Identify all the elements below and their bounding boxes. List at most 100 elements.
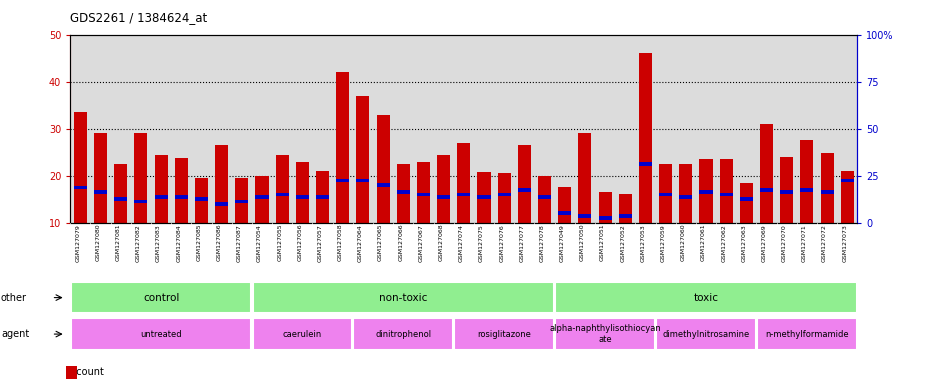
Bar <box>315 195 329 199</box>
Text: caerulein: caerulein <box>283 329 322 339</box>
Bar <box>195 178 208 223</box>
Text: GSM127081: GSM127081 <box>116 224 121 262</box>
Text: GSM127055: GSM127055 <box>277 224 282 262</box>
Bar <box>719 159 732 223</box>
Text: GSM127057: GSM127057 <box>317 224 322 262</box>
Text: GSM127051: GSM127051 <box>599 224 605 262</box>
Bar <box>114 197 127 201</box>
Bar <box>638 162 651 166</box>
Text: GSM127063: GSM127063 <box>740 224 746 262</box>
Text: GSM127087: GSM127087 <box>237 224 241 262</box>
Text: GSM127058: GSM127058 <box>337 224 343 262</box>
Bar <box>537 176 550 223</box>
Bar <box>256 176 269 223</box>
Bar <box>356 179 369 182</box>
Bar <box>315 171 329 223</box>
Text: GSM127056: GSM127056 <box>297 224 302 262</box>
Bar <box>417 193 430 196</box>
Bar <box>353 318 453 350</box>
Text: rosiglitazone: rosiglitazone <box>476 329 531 339</box>
Text: GSM127082: GSM127082 <box>136 224 140 262</box>
Bar <box>799 188 812 192</box>
Bar <box>396 190 409 194</box>
Bar <box>820 153 833 223</box>
Bar <box>396 164 409 223</box>
Bar <box>840 179 853 182</box>
Bar <box>154 195 168 199</box>
Bar <box>66 366 77 379</box>
Bar <box>71 282 251 313</box>
Bar <box>457 143 470 223</box>
Bar <box>376 183 389 187</box>
Text: GSM127050: GSM127050 <box>579 224 584 262</box>
Bar <box>679 164 692 223</box>
Bar <box>537 195 550 199</box>
Bar <box>71 318 251 350</box>
Bar <box>417 162 430 223</box>
Bar <box>376 114 389 223</box>
Bar <box>799 141 812 223</box>
Bar <box>275 154 288 223</box>
Bar <box>252 318 352 350</box>
Bar <box>518 188 531 192</box>
Text: GSM127073: GSM127073 <box>841 224 846 262</box>
Bar <box>618 214 631 218</box>
Text: agent: agent <box>1 329 29 339</box>
Text: alpha-naphthylisothiocyan
ate: alpha-naphthylisothiocyan ate <box>548 324 660 344</box>
Text: GSM127065: GSM127065 <box>378 224 383 262</box>
Text: GDS2261 / 1384624_at: GDS2261 / 1384624_at <box>70 12 207 25</box>
Bar <box>275 193 288 196</box>
Bar <box>256 195 269 199</box>
Bar <box>477 195 490 199</box>
Text: GSM127077: GSM127077 <box>519 224 524 262</box>
Bar <box>739 183 753 223</box>
Text: GSM127072: GSM127072 <box>821 224 826 262</box>
Bar <box>555 282 856 313</box>
Text: control: control <box>143 293 179 303</box>
Text: GSM127052: GSM127052 <box>620 224 624 262</box>
Text: GSM127053: GSM127053 <box>640 224 645 262</box>
Bar <box>759 124 772 223</box>
Text: n-methylformamide: n-methylformamide <box>765 329 848 339</box>
Bar <box>74 112 87 223</box>
Text: untreated: untreated <box>140 329 182 339</box>
Bar <box>780 157 793 223</box>
Text: non-toxic: non-toxic <box>379 293 427 303</box>
Text: GSM127078: GSM127078 <box>539 224 544 262</box>
Text: GSM127079: GSM127079 <box>75 224 80 262</box>
Bar <box>134 133 147 223</box>
Text: GSM127049: GSM127049 <box>559 224 564 262</box>
Bar <box>679 195 692 199</box>
Bar <box>436 154 449 223</box>
Bar <box>698 190 711 194</box>
Bar <box>454 318 553 350</box>
Bar <box>719 193 732 196</box>
Bar <box>518 145 531 223</box>
Text: GSM127075: GSM127075 <box>478 224 484 262</box>
Bar <box>759 188 772 192</box>
Text: GSM127067: GSM127067 <box>418 224 423 262</box>
Text: GSM127054: GSM127054 <box>256 224 262 262</box>
Bar <box>94 133 107 223</box>
Bar <box>235 178 248 223</box>
Bar <box>174 158 187 223</box>
Bar <box>840 171 853 223</box>
Text: GSM127076: GSM127076 <box>499 224 504 262</box>
Text: GSM127071: GSM127071 <box>801 224 806 262</box>
Bar <box>655 318 755 350</box>
Text: GSM127068: GSM127068 <box>438 224 443 262</box>
Bar <box>94 190 107 194</box>
Text: GSM127084: GSM127084 <box>176 224 181 262</box>
Bar <box>558 212 571 215</box>
Bar <box>252 282 553 313</box>
Bar <box>698 159 711 223</box>
Bar <box>658 193 671 196</box>
Bar <box>497 193 510 196</box>
Text: toxic: toxic <box>693 293 718 303</box>
Text: GSM127070: GSM127070 <box>781 224 786 262</box>
Text: other: other <box>1 293 27 303</box>
Text: dinitrophenol: dinitrophenol <box>374 329 431 339</box>
Text: GSM127060: GSM127060 <box>680 224 685 262</box>
Text: GSM127066: GSM127066 <box>398 224 402 262</box>
Text: GSM127062: GSM127062 <box>721 224 725 262</box>
